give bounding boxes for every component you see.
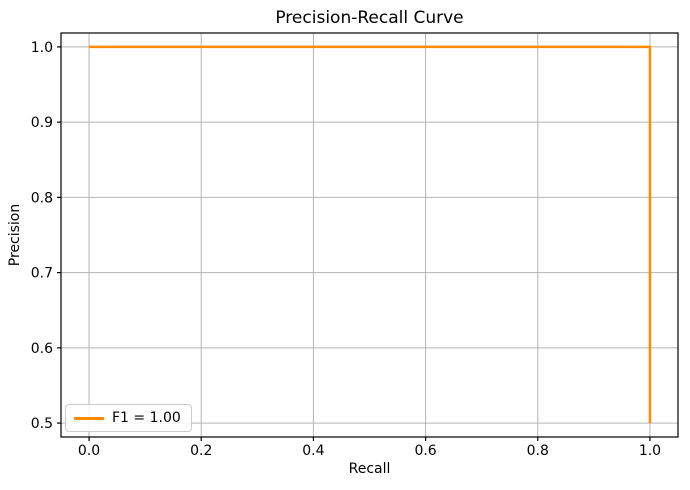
x-tick-label: 0.0 [78,443,100,459]
pr-curve-line [89,45,652,424]
x-tick-label: 1.0 [639,443,661,459]
legend-line-swatch [74,416,104,420]
x-axis-label: Recall [348,461,391,477]
legend: F1 = 1.00 [65,404,192,432]
x-tick-label: 0.6 [414,443,436,459]
x-tick-label: 0.4 [302,443,324,459]
y-tick-label: 0.5 [31,416,53,432]
y-tick-label: 1.0 [31,40,53,56]
x-tick-label: 0.2 [190,443,212,459]
y-tick-label: 0.7 [31,266,53,282]
y-axis-label: Precision [7,203,23,267]
y-tick-label: 0.8 [31,190,53,206]
y-tick-label: 0.9 [31,115,53,131]
y-tick-label: 0.6 [31,341,53,357]
legend-label: F1 = 1.00 [112,410,181,426]
chart-title: Precision-Recall Curve [275,8,464,28]
x-tick-label: 0.8 [527,443,549,459]
axes-frame [60,32,679,438]
